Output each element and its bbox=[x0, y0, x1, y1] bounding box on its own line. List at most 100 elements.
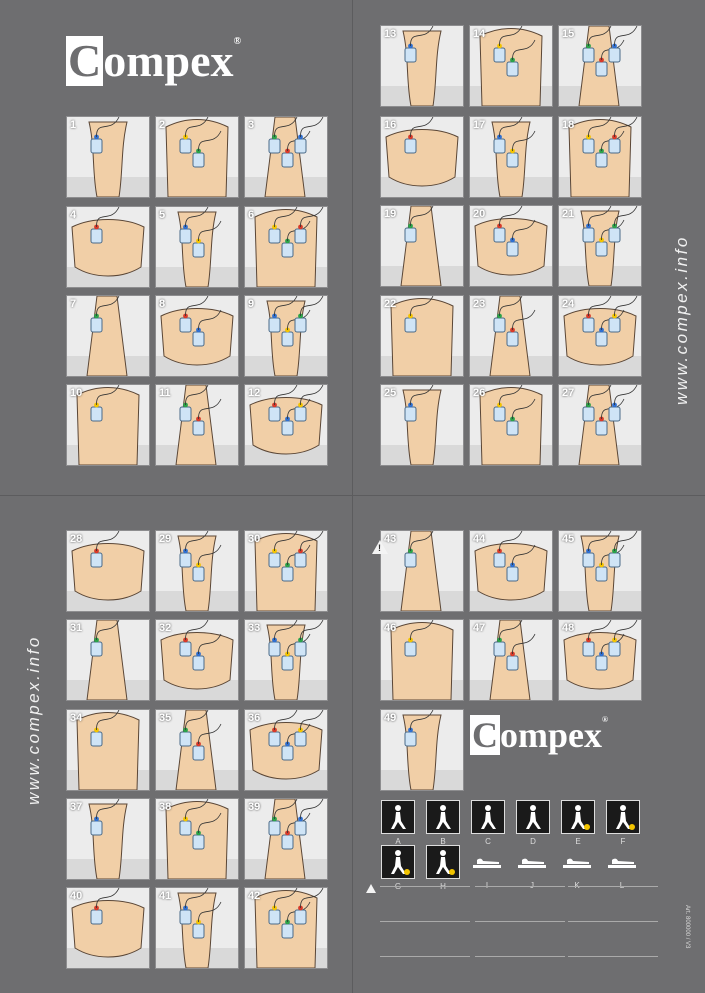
tile-number: 43 bbox=[384, 533, 397, 545]
position-label: A bbox=[395, 837, 401, 846]
placement-tile: 30 bbox=[244, 530, 328, 612]
tile-number: 26 bbox=[473, 387, 486, 399]
tile-number: 36 bbox=[248, 712, 261, 724]
electrode-pad bbox=[608, 227, 621, 243]
electrode-pad bbox=[179, 731, 192, 747]
body-illustration bbox=[245, 207, 327, 287]
electrode-wire bbox=[198, 309, 222, 331]
electrode-wire bbox=[410, 620, 434, 641]
electrode-pad bbox=[404, 47, 417, 63]
electrode-pad bbox=[268, 909, 281, 925]
electrode-wire bbox=[198, 901, 222, 923]
electrode-wire bbox=[300, 888, 324, 909]
electrode-wire bbox=[198, 723, 222, 745]
electrode-pad bbox=[506, 331, 519, 347]
position-icon: L bbox=[606, 845, 638, 890]
electrode-pad bbox=[179, 641, 192, 657]
tile-number: 27 bbox=[562, 387, 575, 399]
electrode-pad bbox=[294, 138, 307, 154]
tile-number: 7 bbox=[70, 298, 77, 310]
electrode-wire bbox=[198, 398, 222, 420]
electrode-wire bbox=[588, 385, 612, 406]
electrode-wire bbox=[588, 26, 612, 47]
electrode-wire bbox=[512, 39, 536, 61]
electrode-wire bbox=[512, 398, 536, 420]
body-part bbox=[71, 900, 145, 958]
body-part bbox=[76, 387, 140, 465]
electrode-pad bbox=[404, 138, 417, 154]
body-illustration bbox=[67, 620, 149, 700]
body-illustration bbox=[156, 296, 238, 376]
body-illustration bbox=[470, 620, 552, 700]
electrode-wire bbox=[96, 710, 120, 731]
electrode-wire bbox=[614, 531, 638, 552]
tile-number: 14 bbox=[473, 28, 486, 40]
electrode-pad bbox=[404, 227, 417, 243]
electrode-wire bbox=[96, 296, 120, 317]
placement-tile: 3 bbox=[244, 116, 328, 198]
body-illustration bbox=[559, 296, 641, 376]
electrode-pad bbox=[90, 138, 103, 154]
placement-tile: 31 bbox=[66, 619, 150, 701]
tile-number: 37 bbox=[70, 801, 83, 813]
electrode-pad bbox=[294, 820, 307, 836]
body-illustration bbox=[156, 799, 238, 879]
compex-logo-small: Compex® bbox=[470, 715, 608, 755]
position-label: K bbox=[574, 881, 580, 890]
electrode-wire bbox=[274, 620, 298, 641]
electrode-pad bbox=[506, 420, 519, 436]
electrode-pad bbox=[506, 566, 519, 582]
placement-tile: 36 bbox=[244, 709, 328, 791]
electrode-wire bbox=[300, 710, 324, 731]
placement-tile: 22 bbox=[380, 295, 464, 377]
body-illustration bbox=[67, 888, 149, 968]
placement-tile: 13 bbox=[380, 25, 464, 107]
electrode-wire bbox=[499, 117, 523, 138]
position-label: D bbox=[530, 837, 536, 846]
body-illustration bbox=[381, 531, 463, 611]
body-part bbox=[71, 543, 145, 601]
body-illustration bbox=[67, 117, 149, 197]
electrode-wire bbox=[300, 117, 324, 138]
electrode-pad bbox=[506, 152, 519, 168]
electrode-wire bbox=[274, 531, 298, 552]
electrode-wire bbox=[410, 710, 434, 731]
body-illustration bbox=[67, 799, 149, 879]
legal-warning-icon bbox=[366, 884, 376, 893]
electrode-wire bbox=[185, 296, 209, 317]
body-part bbox=[400, 206, 442, 286]
placement-tile: 6 bbox=[244, 206, 328, 288]
electrode-pad bbox=[90, 909, 103, 925]
placement-tile: 41 bbox=[155, 887, 239, 969]
position-icon: A bbox=[381, 800, 415, 846]
electrode-wire bbox=[185, 888, 209, 909]
electrode-wire bbox=[185, 207, 209, 228]
electrode-wire bbox=[198, 544, 222, 566]
electrode-pad bbox=[281, 566, 294, 582]
electrode-pad bbox=[90, 552, 103, 568]
position-label: L bbox=[619, 881, 625, 890]
website-text-right: www.compex.info bbox=[672, 235, 691, 405]
placement-tile: 19 bbox=[380, 205, 464, 287]
electrode-pad bbox=[192, 834, 205, 850]
electrode-wire bbox=[588, 206, 612, 227]
position-icon: G bbox=[381, 845, 415, 891]
tile-number: 5 bbox=[159, 209, 166, 221]
electrode-wire bbox=[300, 296, 324, 317]
electrode-pad bbox=[294, 228, 307, 244]
placement-tile: 42 bbox=[244, 887, 328, 969]
seated-person-icon bbox=[526, 805, 541, 829]
placement-tile: 9 bbox=[244, 295, 328, 377]
placement-tile: 7 bbox=[66, 295, 150, 377]
electrode-pad bbox=[268, 138, 281, 154]
electrode-pad bbox=[294, 317, 307, 333]
electrode-pad bbox=[281, 420, 294, 436]
electrode-wire bbox=[198, 220, 222, 242]
electrode-pad bbox=[90, 820, 103, 836]
position-label: E bbox=[575, 837, 581, 846]
position-icon: K bbox=[561, 845, 593, 890]
electrode-pad bbox=[192, 331, 205, 347]
tile-number: 29 bbox=[159, 533, 172, 545]
body-illustration bbox=[381, 206, 463, 286]
electrode-pad bbox=[179, 317, 192, 333]
